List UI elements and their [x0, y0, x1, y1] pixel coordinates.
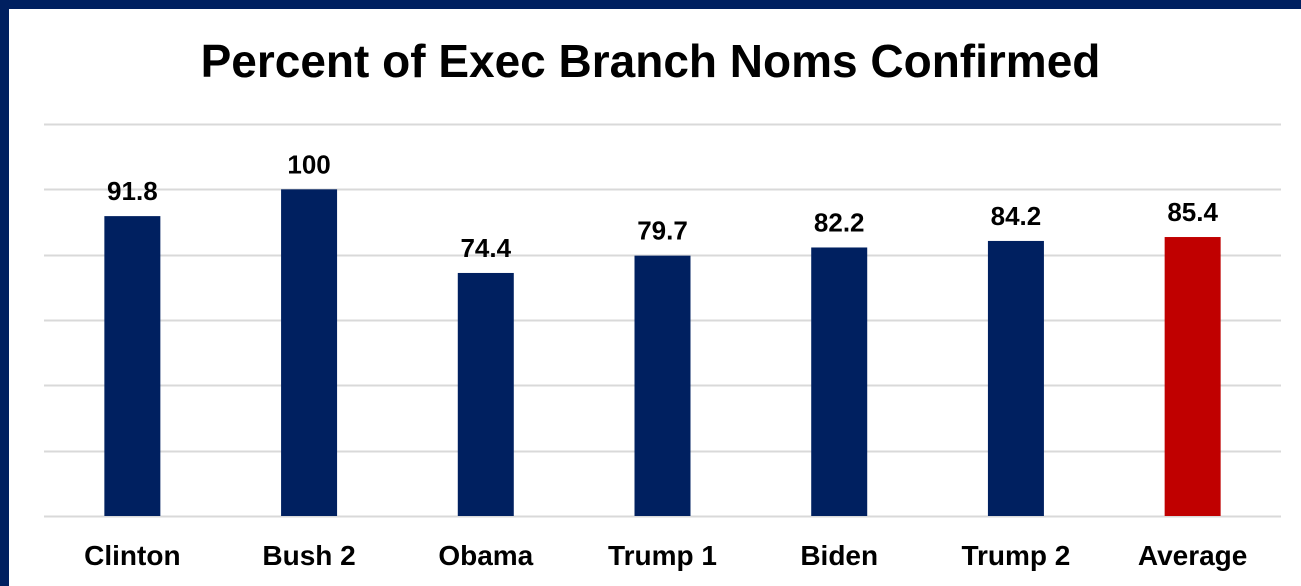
bar-biden [811, 247, 868, 517]
bar-trump-2 [987, 240, 1044, 517]
bar-obama [457, 272, 514, 516]
bar-clinton [104, 216, 161, 516]
category-label: Trump 1 [608, 540, 717, 571]
data-label: 91.8 [107, 176, 158, 206]
category-label: Obama [438, 540, 533, 571]
bars [104, 189, 1221, 517]
data-label: 82.2 [814, 207, 865, 237]
data-label: 84.2 [991, 201, 1042, 231]
category-label: Biden [800, 540, 878, 571]
category-label: Average [1138, 540, 1247, 571]
category-label: Bush 2 [262, 540, 355, 571]
data-label: 79.7 [637, 216, 688, 246]
chart-title: Percent of Exec Branch Noms Confirmed [200, 35, 1101, 87]
category-label: Trump 2 [961, 540, 1070, 571]
data-labels: 91.8 100 74.4 79.7 82.2 84.2 85.4 [107, 149, 1218, 263]
bar-trump-1 [634, 255, 691, 516]
data-label: 100 [287, 149, 330, 179]
category-labels: Clinton Bush 2 Obama Trump 1 Biden Trump 2 Ave… [84, 540, 1247, 571]
category-label: Clinton [84, 540, 180, 571]
data-label: 85.4 [1167, 197, 1218, 227]
bar-average [1164, 237, 1221, 516]
bar-bush-2 [281, 189, 338, 517]
data-label: 74.4 [460, 233, 511, 263]
